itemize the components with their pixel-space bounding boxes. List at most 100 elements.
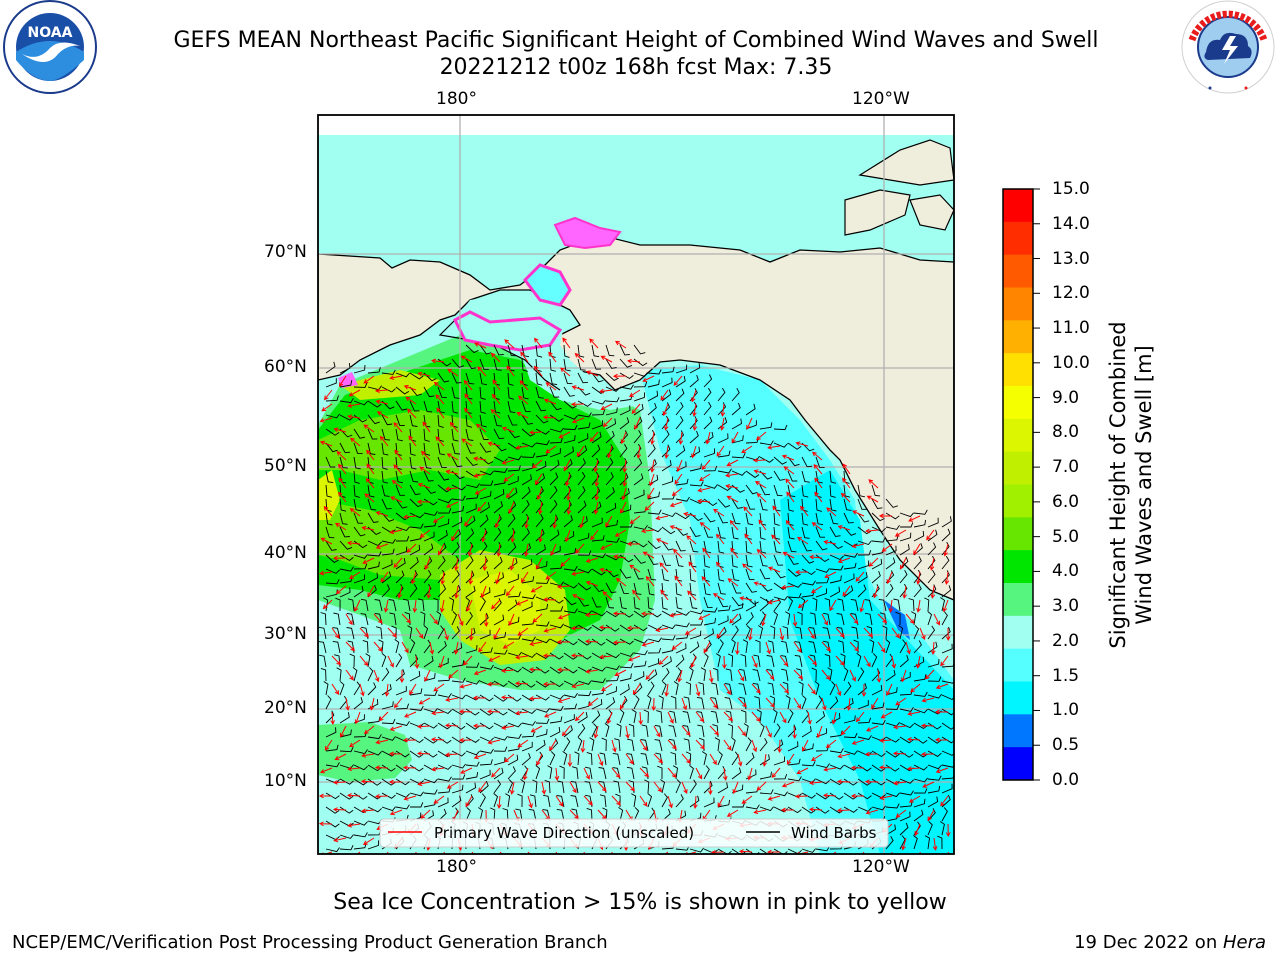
wind-barb (507, 372, 514, 386)
wave-direction-arrow (601, 683, 613, 692)
wind-barb (787, 724, 797, 738)
wind-barb (591, 699, 603, 710)
wind-barb (395, 686, 407, 696)
wind-barb (773, 470, 785, 481)
wave-direction-arrow (836, 807, 851, 813)
wind-barb (843, 585, 854, 598)
wave-direction-arrow (435, 394, 445, 405)
wind-barb (549, 448, 561, 458)
wave-direction-arrow (467, 543, 473, 557)
wave-direction-arrow (813, 463, 823, 475)
wind-barb (675, 596, 683, 610)
wind-barb (727, 653, 734, 668)
wind-barb (801, 792, 816, 799)
wave-direction-arrow (585, 557, 599, 563)
wave-direction-arrow (416, 499, 431, 505)
wave-direction-arrow (677, 669, 683, 683)
wind-barb (577, 458, 586, 472)
wind-barb (661, 793, 668, 808)
wave-direction-arrow (795, 441, 809, 447)
colorbar-tick-label: 10.0 (1052, 352, 1090, 373)
wind-barb (773, 424, 788, 431)
wind-barb (409, 372, 424, 380)
wind-barb (423, 673, 436, 682)
wave-direction-arrow (446, 501, 459, 508)
footer-right: 19 Dec 2022 on Hera (1074, 932, 1266, 953)
wind-barb (437, 708, 452, 715)
wave-direction-arrow (751, 655, 758, 668)
wind-barb (381, 792, 396, 799)
wind-barb (647, 582, 655, 596)
wind-barb (507, 513, 516, 528)
wave-direction-arrow (501, 426, 515, 433)
wave-direction-arrow (519, 379, 529, 391)
wave-direction-arrow (645, 575, 655, 587)
wave-direction-arrow (695, 683, 701, 697)
wind-barb (339, 778, 354, 785)
wave-direction-arrow (905, 641, 911, 655)
wave-direction-arrow (445, 469, 459, 475)
wind-barb (339, 512, 348, 525)
wave-direction-arrow (464, 393, 473, 405)
wave-direction-arrow (692, 403, 697, 417)
wind-barb (941, 764, 954, 768)
wind-barb (927, 517, 939, 528)
wave-direction-arrow (363, 725, 375, 735)
wave-direction-arrow (639, 795, 648, 807)
wind-barb (913, 798, 926, 808)
wind-barb (717, 639, 724, 654)
wind-barb (591, 710, 601, 724)
wave-direction-arrow (548, 351, 557, 363)
wind-barb (381, 386, 396, 393)
wave-direction-arrow (901, 837, 907, 851)
wind-barb (829, 696, 839, 710)
wave-direction-arrow (389, 529, 403, 535)
wave-direction-arrow (510, 529, 516, 543)
wave-direction-arrow (416, 724, 431, 729)
wind-barb (550, 606, 564, 612)
wind-barb (521, 452, 536, 458)
wave-direction-arrow (910, 683, 921, 693)
wave-direction-arrow (748, 627, 753, 641)
wave-direction-arrow (713, 508, 725, 517)
wave-direction-arrow (557, 697, 571, 703)
wind-barb (479, 793, 486, 808)
wind-barb (745, 540, 752, 554)
wind-barb (381, 538, 396, 544)
wave-direction-arrow (613, 554, 627, 560)
wave-direction-arrow (431, 766, 445, 772)
wind-barb (591, 624, 606, 632)
wind-barb (535, 739, 546, 752)
wind-barb (857, 764, 872, 772)
wave-direction-arrow (850, 793, 864, 799)
wave-direction-arrow (765, 641, 771, 655)
wave-direction-arrow (399, 669, 405, 684)
wave-direction-arrow (389, 809, 403, 816)
wind-barb (591, 678, 606, 684)
wind-barb (563, 565, 578, 571)
wind-barb (812, 597, 818, 612)
wind-barb (787, 470, 798, 482)
wave-direction-arrow (725, 472, 739, 478)
colorbar-swatch (1003, 583, 1033, 617)
wave-direction-arrow (794, 569, 809, 575)
wind-barb (381, 559, 393, 570)
wave-direction-arrow (494, 515, 501, 529)
wind-barb (479, 442, 492, 453)
wind-barb (745, 752, 755, 766)
colorbar-tick-label: 4.0 (1052, 561, 1080, 582)
wind-barb (633, 403, 644, 416)
wave-direction-arrow (900, 557, 907, 570)
wind-barb (507, 766, 516, 780)
wave-direction-arrow (716, 533, 725, 545)
wind-barb (353, 563, 368, 570)
wave-direction-arrow (444, 723, 459, 728)
wind-barb (940, 821, 945, 836)
wave-direction-arrow (935, 683, 949, 690)
wave-direction-arrow (868, 557, 879, 567)
wind-barb (822, 627, 831, 640)
wave-direction-arrow (863, 627, 874, 638)
wind-barb (493, 442, 507, 452)
wind-barb (395, 558, 406, 570)
wind-barb (339, 729, 352, 738)
